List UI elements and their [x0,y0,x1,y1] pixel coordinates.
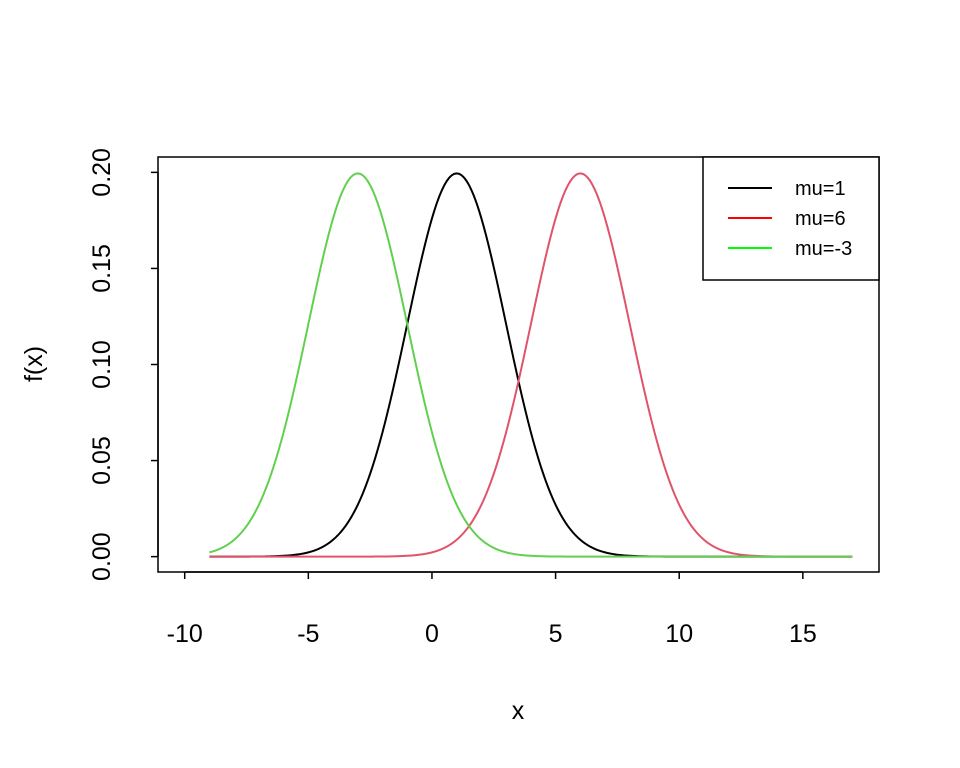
y-axis: 0.00 0.05 0.10 0.15 0.20 [88,148,159,581]
x-tick-label: -10 [167,620,203,648]
x-tick-label: 0 [425,620,439,648]
legend-label-0: mu=1 [795,178,846,200]
y-tick-label: 0.20 [88,148,116,197]
x-tick-label: 10 [665,620,693,648]
legend: mu=1 mu=6 mu=-3 [702,156,880,281]
y-tick-label: 0.05 [88,436,116,485]
legend-label-1: mu=6 [795,208,846,230]
series-layer [209,172,853,558]
x-tick-label: -5 [297,620,319,648]
series-line-1 [209,172,853,558]
x-tick-label: 15 [789,620,817,648]
x-axis: -10 -5 0 5 10 15 [167,571,817,648]
y-tick-label: 0.15 [88,244,116,293]
y-axis-title: f(x) [20,346,48,382]
series-line-2 [209,172,853,558]
legend-label-2: mu=-3 [795,238,852,260]
x-axis-title: x [512,697,525,725]
y-tick-label: 0.10 [88,340,116,389]
y-tick-label: 0.00 [88,532,116,581]
x-tick-label: 5 [549,620,563,648]
